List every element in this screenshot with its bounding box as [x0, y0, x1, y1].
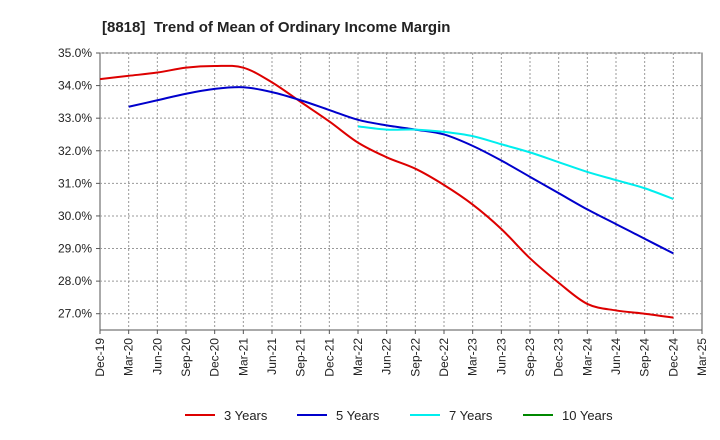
y-tick-label: 33.0%	[58, 111, 92, 125]
x-tick-label: Jun-20	[150, 338, 164, 375]
y-tick-label: 34.0%	[58, 79, 92, 93]
x-axis: Dec-19 Mar-20 Jun-20 Sep-20 Dec-20 Mar-21 Jun-…	[93, 330, 709, 377]
x-tick-label: Dec-24	[666, 338, 680, 377]
x-tick-label: Dec-23	[552, 338, 566, 377]
series-group	[99, 64, 674, 319]
y-tick-label: 32.0%	[58, 144, 92, 158]
series-line-3-years	[99, 64, 674, 319]
x-tick-label: Jun-22	[380, 338, 394, 375]
x-tick-label: Mar-25	[695, 338, 709, 376]
x-tick-label: Mar-20	[122, 338, 136, 376]
x-tick-label: Sep-23	[523, 338, 537, 377]
chart-title: [8818] Trend of Mean of Ordinary Income …	[102, 19, 450, 36]
x-tick-label: Dec-22	[437, 338, 451, 377]
legend-label-3-years: 3 Years	[224, 408, 268, 423]
x-tick-label: Sep-24	[638, 338, 652, 377]
y-tick-label: 35.0%	[58, 46, 92, 60]
series-line-7-years	[357, 125, 674, 200]
x-tick-label: Jun-24	[609, 338, 623, 375]
grid	[100, 52, 702, 330]
x-tick-label: Sep-20	[179, 338, 193, 377]
y-tick-label: 27.0%	[58, 307, 92, 321]
plot-area	[99, 52, 703, 331]
x-tick-label: Jun-21	[265, 338, 279, 375]
x-tick-label: Mar-23	[466, 338, 480, 376]
legend-label-10-years: 10 Years	[562, 408, 613, 423]
y-tick-label: 31.0%	[58, 176, 92, 190]
legend: 3 Years 5 Years 7 Years 10 Years	[185, 408, 613, 423]
y-tick-label: 30.0%	[58, 209, 92, 223]
y-axis: 27.0% 28.0% 29.0% 30.0% 31.0% 32.0% 33.0% 34.0%…	[58, 46, 100, 321]
legend-label-5-years: 5 Years	[336, 408, 380, 423]
x-tick-label: Dec-20	[208, 338, 222, 377]
x-tick-label: Mar-24	[580, 338, 594, 376]
x-tick-label: Mar-22	[351, 338, 365, 376]
x-tick-label: Mar-21	[236, 338, 250, 376]
series-line-5-years	[128, 86, 674, 255]
y-tick-label: 29.0%	[58, 242, 92, 256]
y-tick-label: 28.0%	[58, 274, 92, 288]
x-tick-label: Sep-21	[294, 338, 308, 377]
x-tick-label: Jun-23	[494, 338, 508, 375]
x-tick-label: Sep-22	[408, 338, 422, 377]
x-tick-label: Dec-19	[93, 338, 107, 377]
x-tick-label: Dec-21	[322, 338, 336, 377]
legend-label-7-years: 7 Years	[449, 408, 493, 423]
